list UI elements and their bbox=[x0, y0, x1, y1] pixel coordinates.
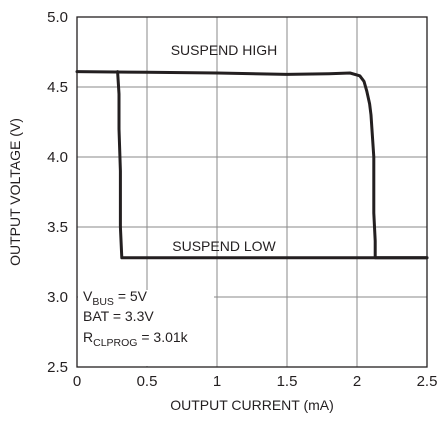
x-axis-label: OUTPUT CURRENT (mA) bbox=[170, 397, 334, 413]
vbus-sub: BUS bbox=[92, 296, 114, 308]
y-tick-label: 2.5 bbox=[47, 359, 68, 376]
series-layer bbox=[75, 70, 429, 260]
condition-bat: BAT = 3.3V bbox=[83, 308, 154, 324]
conditions-box bbox=[78, 290, 214, 366]
y-tick-label: 4.5 bbox=[47, 79, 68, 96]
rclprog-main: R bbox=[83, 329, 93, 345]
x-tick-label: 1.5 bbox=[277, 373, 298, 390]
plot-frame bbox=[76, 16, 428, 368]
x-tick-label: 0 bbox=[73, 373, 81, 390]
vbus-main: V bbox=[83, 288, 93, 304]
x-tick-label: 0.5 bbox=[137, 373, 158, 390]
condition-rclprog: RCLPROG = 3.01k bbox=[83, 329, 189, 349]
series-line bbox=[75, 70, 429, 260]
y-tick-label: 5.0 bbox=[47, 9, 68, 26]
y-tick-labels: 2.5 3.0 3.5 4.0 4.5 5.0 bbox=[47, 9, 68, 376]
rclprog-rest: = 3.01k bbox=[137, 329, 188, 345]
y-tick-label: 3.0 bbox=[47, 289, 68, 306]
y-tick-label: 3.5 bbox=[47, 219, 68, 236]
series-line bbox=[116, 70, 429, 260]
x-tick-labels: 0 0.5 1 1.5 2 2.5 bbox=[73, 373, 438, 390]
suspend-high-annotation: SUSPEND HIGH bbox=[171, 42, 278, 58]
condition-vbus: VBUS = 5V bbox=[83, 288, 148, 308]
vbus-rest: = 5V bbox=[114, 288, 148, 304]
x-tick-label: 1 bbox=[213, 373, 221, 390]
rclprog-sub: CLPROG bbox=[93, 337, 137, 349]
x-tick-label: 2 bbox=[353, 373, 361, 390]
suspend-low-annotation: SUSPEND LOW bbox=[172, 238, 276, 254]
y-axis-label: OUTPUT VOLTAGE (V) bbox=[7, 118, 23, 266]
x-tick-label: 2.5 bbox=[417, 373, 438, 390]
y-tick-label: 4.0 bbox=[47, 149, 68, 166]
